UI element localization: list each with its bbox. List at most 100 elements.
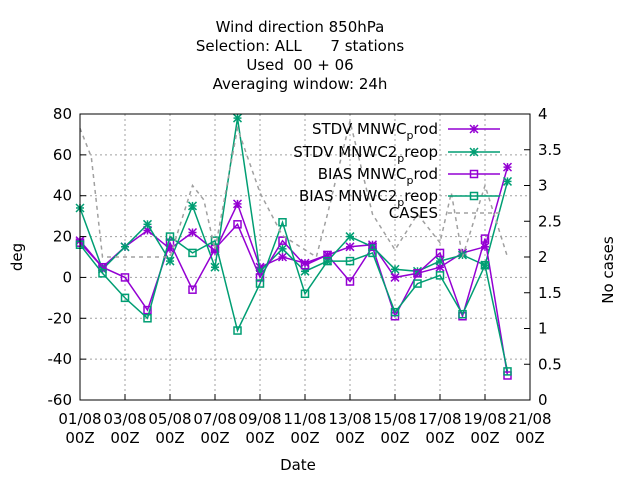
series-1-point [120,242,130,252]
series-2-point [233,220,242,229]
series-1-point [390,264,400,274]
x-tick-label: 19/08 [463,410,506,428]
x-tick-label: 03/08 [103,410,146,428]
series-2-point [368,242,377,252]
series-3-point [435,271,445,280]
x-tick-label: 09/08 [238,410,281,428]
series-2-point [278,236,287,245]
x-tick-label-time: 00Z [110,429,139,447]
legend-label: STDV MNWC2preop [293,143,438,165]
series-2-point [323,250,332,260]
series-0-point [390,272,400,282]
series-3-point [345,256,355,266]
x-tick-label: 13/08 [328,410,371,428]
legend-label: STDV MNWCprod [312,120,438,142]
series-1-point [142,219,153,229]
x-tick-label: 01/08 [58,410,101,428]
x-tick-label-time: 00Z [425,429,454,447]
series-0-point [277,252,288,262]
series-line-3 [79,219,509,372]
series-1-point [232,113,243,123]
series-3-point [188,248,197,258]
legend-marker [469,191,479,201]
y2-axis-label: No cases [599,236,617,304]
x-tick-label-time: 00Z [65,429,94,447]
series-3-point [120,293,130,303]
x-tick-label-time: 00Z [155,429,184,447]
y-tick-label: -20 [48,309,73,327]
series-3-point [98,269,107,278]
legend-marker [469,169,479,179]
series-3-point [210,236,220,245]
x-tick-label-time: 00Z [200,429,229,447]
series-line-2 [79,222,509,376]
y-tick-label: 60 [53,146,72,164]
y2-tick-label: 1 [538,320,548,338]
x-axis-label: Date [280,456,316,474]
x-tick-label-time: 00Z [290,429,319,447]
series-3-point [255,279,265,288]
series-2-point [210,244,220,254]
title-line-2: Selection: ALL 7 stations [196,37,404,55]
y2-tick-label: 2.5 [538,212,562,230]
series-2-point [188,285,197,294]
title-line-1: Wind direction 850hPa [216,18,385,36]
x-tick-label: 11/08 [283,410,326,428]
legend-marker [469,147,479,157]
y-tick-label: 80 [53,105,72,123]
title-line-4: Averaging window: 24h [213,75,388,93]
series-3-point [390,307,400,317]
series-2-point [413,269,422,278]
y2-tick-label: 0 [538,391,548,409]
series-3-point [165,232,175,241]
x-tick-label-time: 00Z [470,429,499,447]
y-tick-label: -60 [48,391,73,409]
y2-tick-label: 1.5 [538,284,562,302]
series-1-point [345,232,355,242]
series-2-point [120,273,130,282]
series-3-point [323,256,332,266]
series-2-point [480,234,490,243]
x-tick-label-time: 00Z [335,429,364,447]
x-tick-label: 15/08 [373,410,416,428]
legend-marker [469,124,479,134]
series-3-point [233,326,242,335]
series-3-point [368,248,377,258]
x-tick-label: 07/08 [193,410,236,428]
series-3-point [480,260,490,270]
y2-tick-label: 3.5 [538,141,562,159]
series-3-point [503,367,512,376]
series-3-point [143,314,152,323]
x-tick-label: 17/08 [418,410,461,428]
series-3-point [458,309,467,319]
x-tick-label: 05/08 [148,410,191,428]
y-axis-label: deg [8,243,26,271]
x-tick-label-time: 00Z [515,429,544,447]
series-line-1 [79,117,509,273]
y2-tick-label: 2 [538,248,548,266]
y2-tick-label: 3 [538,177,548,195]
series-2-point [255,273,265,282]
x-tick-label-time: 00Z [380,429,409,447]
series-0-point [187,227,198,238]
series-2-point [435,248,445,258]
series-2-point [143,305,152,315]
series-0-point [502,162,513,172]
y-tick-label: 20 [53,228,72,246]
y2-tick-label: 4 [538,105,548,123]
series-1-point [210,262,220,272]
y-tick-label: 40 [53,187,72,205]
series-0-point [232,199,243,209]
axes: -60 -40 -20 0 20 40 60 80 0 0.5 1 1.5 2 2.5 3 3.5 4 01/08… [48,105,562,447]
series-1-point [187,201,198,211]
y2-tick-label: 0.5 [538,355,562,373]
series-3-point [278,218,287,227]
y-tick-label: -40 [48,350,73,368]
x-tick-label-time: 00Z [245,429,274,447]
legend-label: BIAS MNWC2preop [299,187,438,209]
series-line-4 [79,121,509,259]
x-tick-label: 21/08 [508,410,551,428]
